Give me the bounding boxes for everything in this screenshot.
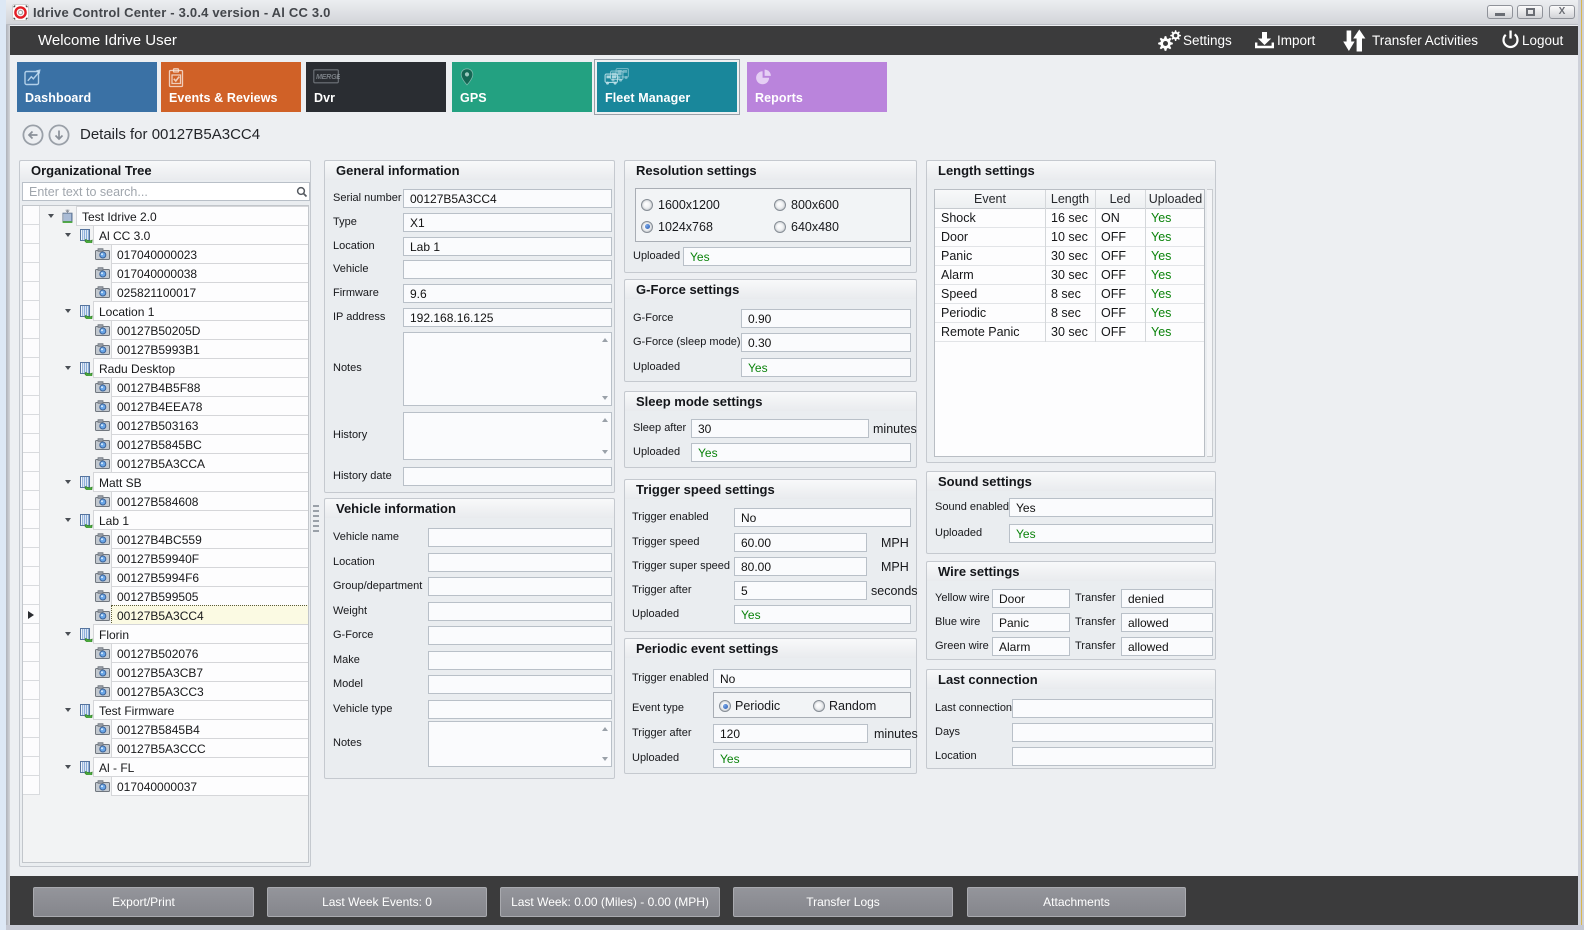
svg-text:MERGE: MERGE <box>316 72 340 81</box>
